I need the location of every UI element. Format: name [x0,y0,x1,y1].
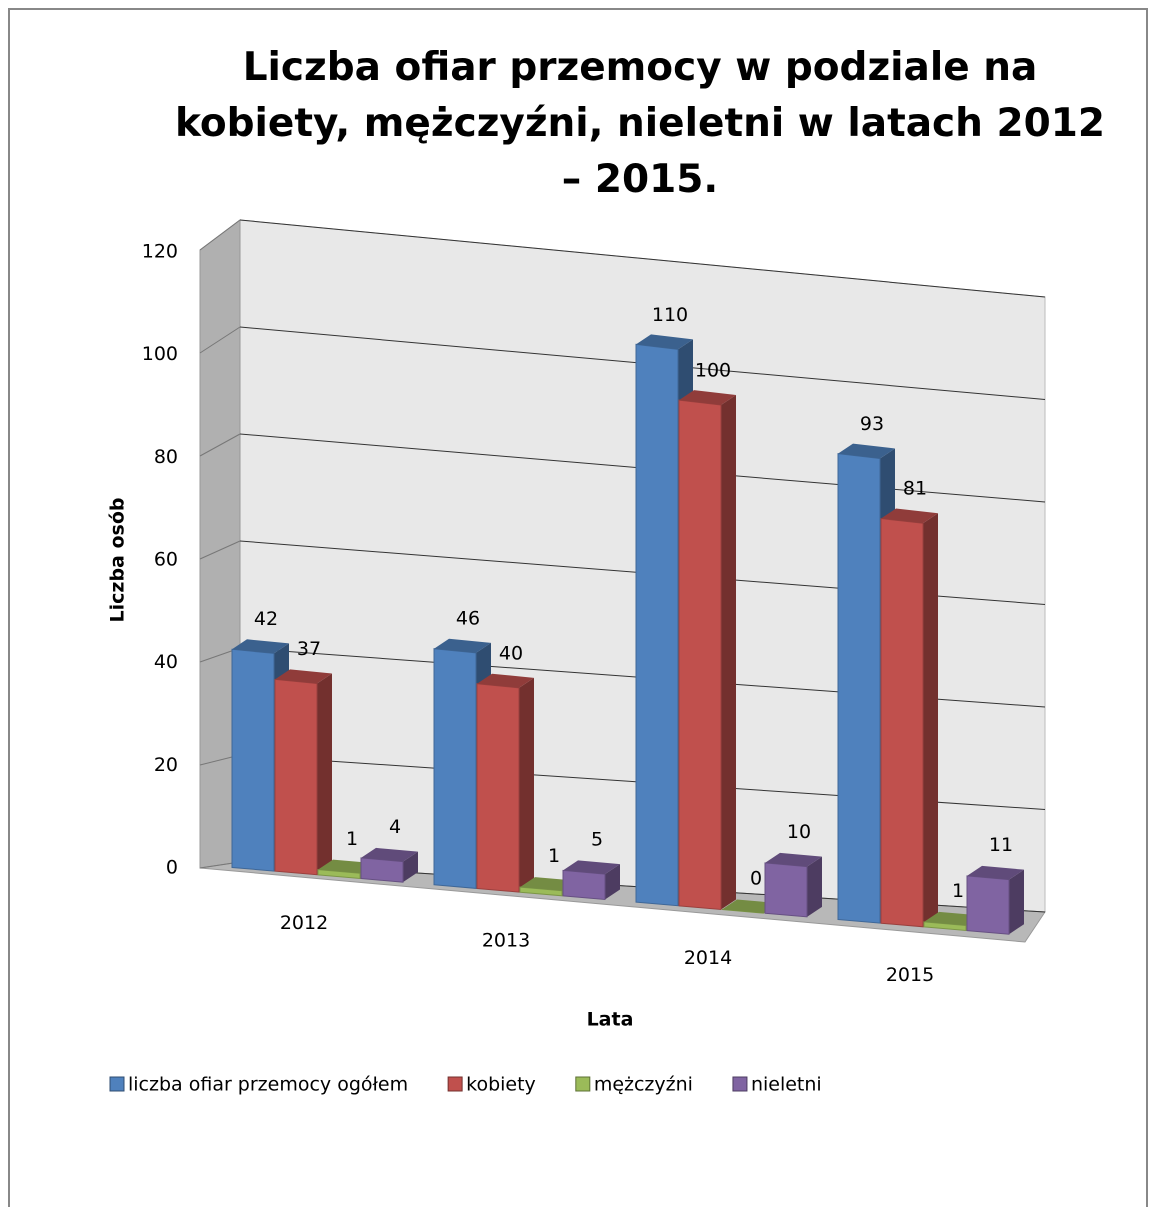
bar-front [837,453,881,924]
bar-front [678,399,722,911]
tick-line [199,433,241,457]
y-tick-label: 40 [154,651,178,673]
value-label: 5 [591,829,603,851]
legend-label: kobiety [466,1074,536,1096]
chart-title: Liczba ofiar przemocy w podziale na kobi… [174,45,1106,202]
bar-front [476,683,520,893]
x-tick-label: 2015 [886,964,934,986]
value-label: 100 [695,359,731,381]
legend-label: mężczyźni [594,1074,693,1096]
value-label: 37 [297,638,321,660]
y-tick-label: 0 [166,857,178,879]
bar [476,673,534,893]
bar [880,508,938,928]
value-label: 4 [389,816,401,838]
value-label: 81 [903,478,927,500]
bar [764,852,822,918]
bar-front [764,862,808,918]
tick-line [199,219,241,251]
bar [360,847,418,883]
bar-top [275,669,332,684]
value-label: 93 [860,413,884,435]
bar [274,669,332,876]
grid-line [239,219,1046,298]
value-label: 10 [787,821,811,843]
value-label: 11 [989,834,1013,856]
x-tick-label: 2014 [684,947,732,969]
bar-top [765,852,822,867]
bar [966,865,1024,935]
bar-top [967,865,1024,880]
legend-swatch [447,1076,463,1092]
bar-front [562,869,606,901]
bar [562,860,620,901]
legend-swatch [732,1076,748,1092]
legend-swatch [575,1076,591,1092]
bar-side [721,394,736,910]
y-tick-label: 120 [142,241,178,263]
x-axis-label: Lata [587,1009,634,1031]
bar-side [1009,869,1024,935]
bar-top [563,860,620,875]
bar-top [679,390,736,405]
bar-front [635,343,679,907]
bar-top [838,443,895,459]
legend-label: liczba ofiar przemocy ogółem [128,1074,408,1096]
bar-top [434,638,491,653]
bar-top [881,508,938,524]
bar-top [232,639,289,654]
x-tick-label: 2012 [280,912,328,934]
bar-front [231,648,275,872]
tick-line [199,326,241,354]
value-label: 40 [499,642,523,664]
bar-side [807,856,822,917]
bar [678,390,736,911]
value-label: 46 [456,607,480,629]
bar-side [317,673,332,875]
bar-front [274,678,318,876]
bar-side [519,677,534,893]
y-tick-label: 80 [154,446,178,468]
value-label: 0 [750,868,762,890]
legend-label: nieletni [751,1074,822,1096]
tick-line [199,540,241,560]
bar-front [360,857,404,883]
bar-top [477,673,534,688]
legend-swatch [109,1076,125,1092]
bar-top [636,334,693,350]
bar-front [433,648,477,889]
value-label: 1 [346,828,358,850]
y-axis-label: Liczba osób [107,498,129,623]
bar-side [605,864,620,900]
frame [8,8,1148,1207]
y-tick-label: 60 [154,549,178,571]
bar-side [923,513,938,927]
value-label: 1 [952,880,964,902]
value-label: 1 [548,845,560,867]
value-label: 42 [254,608,278,630]
value-label: 110 [652,304,688,326]
x-tick-label: 2013 [482,929,530,951]
bar-front [966,875,1010,935]
bar-top [361,847,418,862]
bar-front [880,517,924,928]
y-tick-label: 100 [142,343,178,365]
y-tick-label: 20 [154,754,178,776]
bar-side [403,851,418,883]
